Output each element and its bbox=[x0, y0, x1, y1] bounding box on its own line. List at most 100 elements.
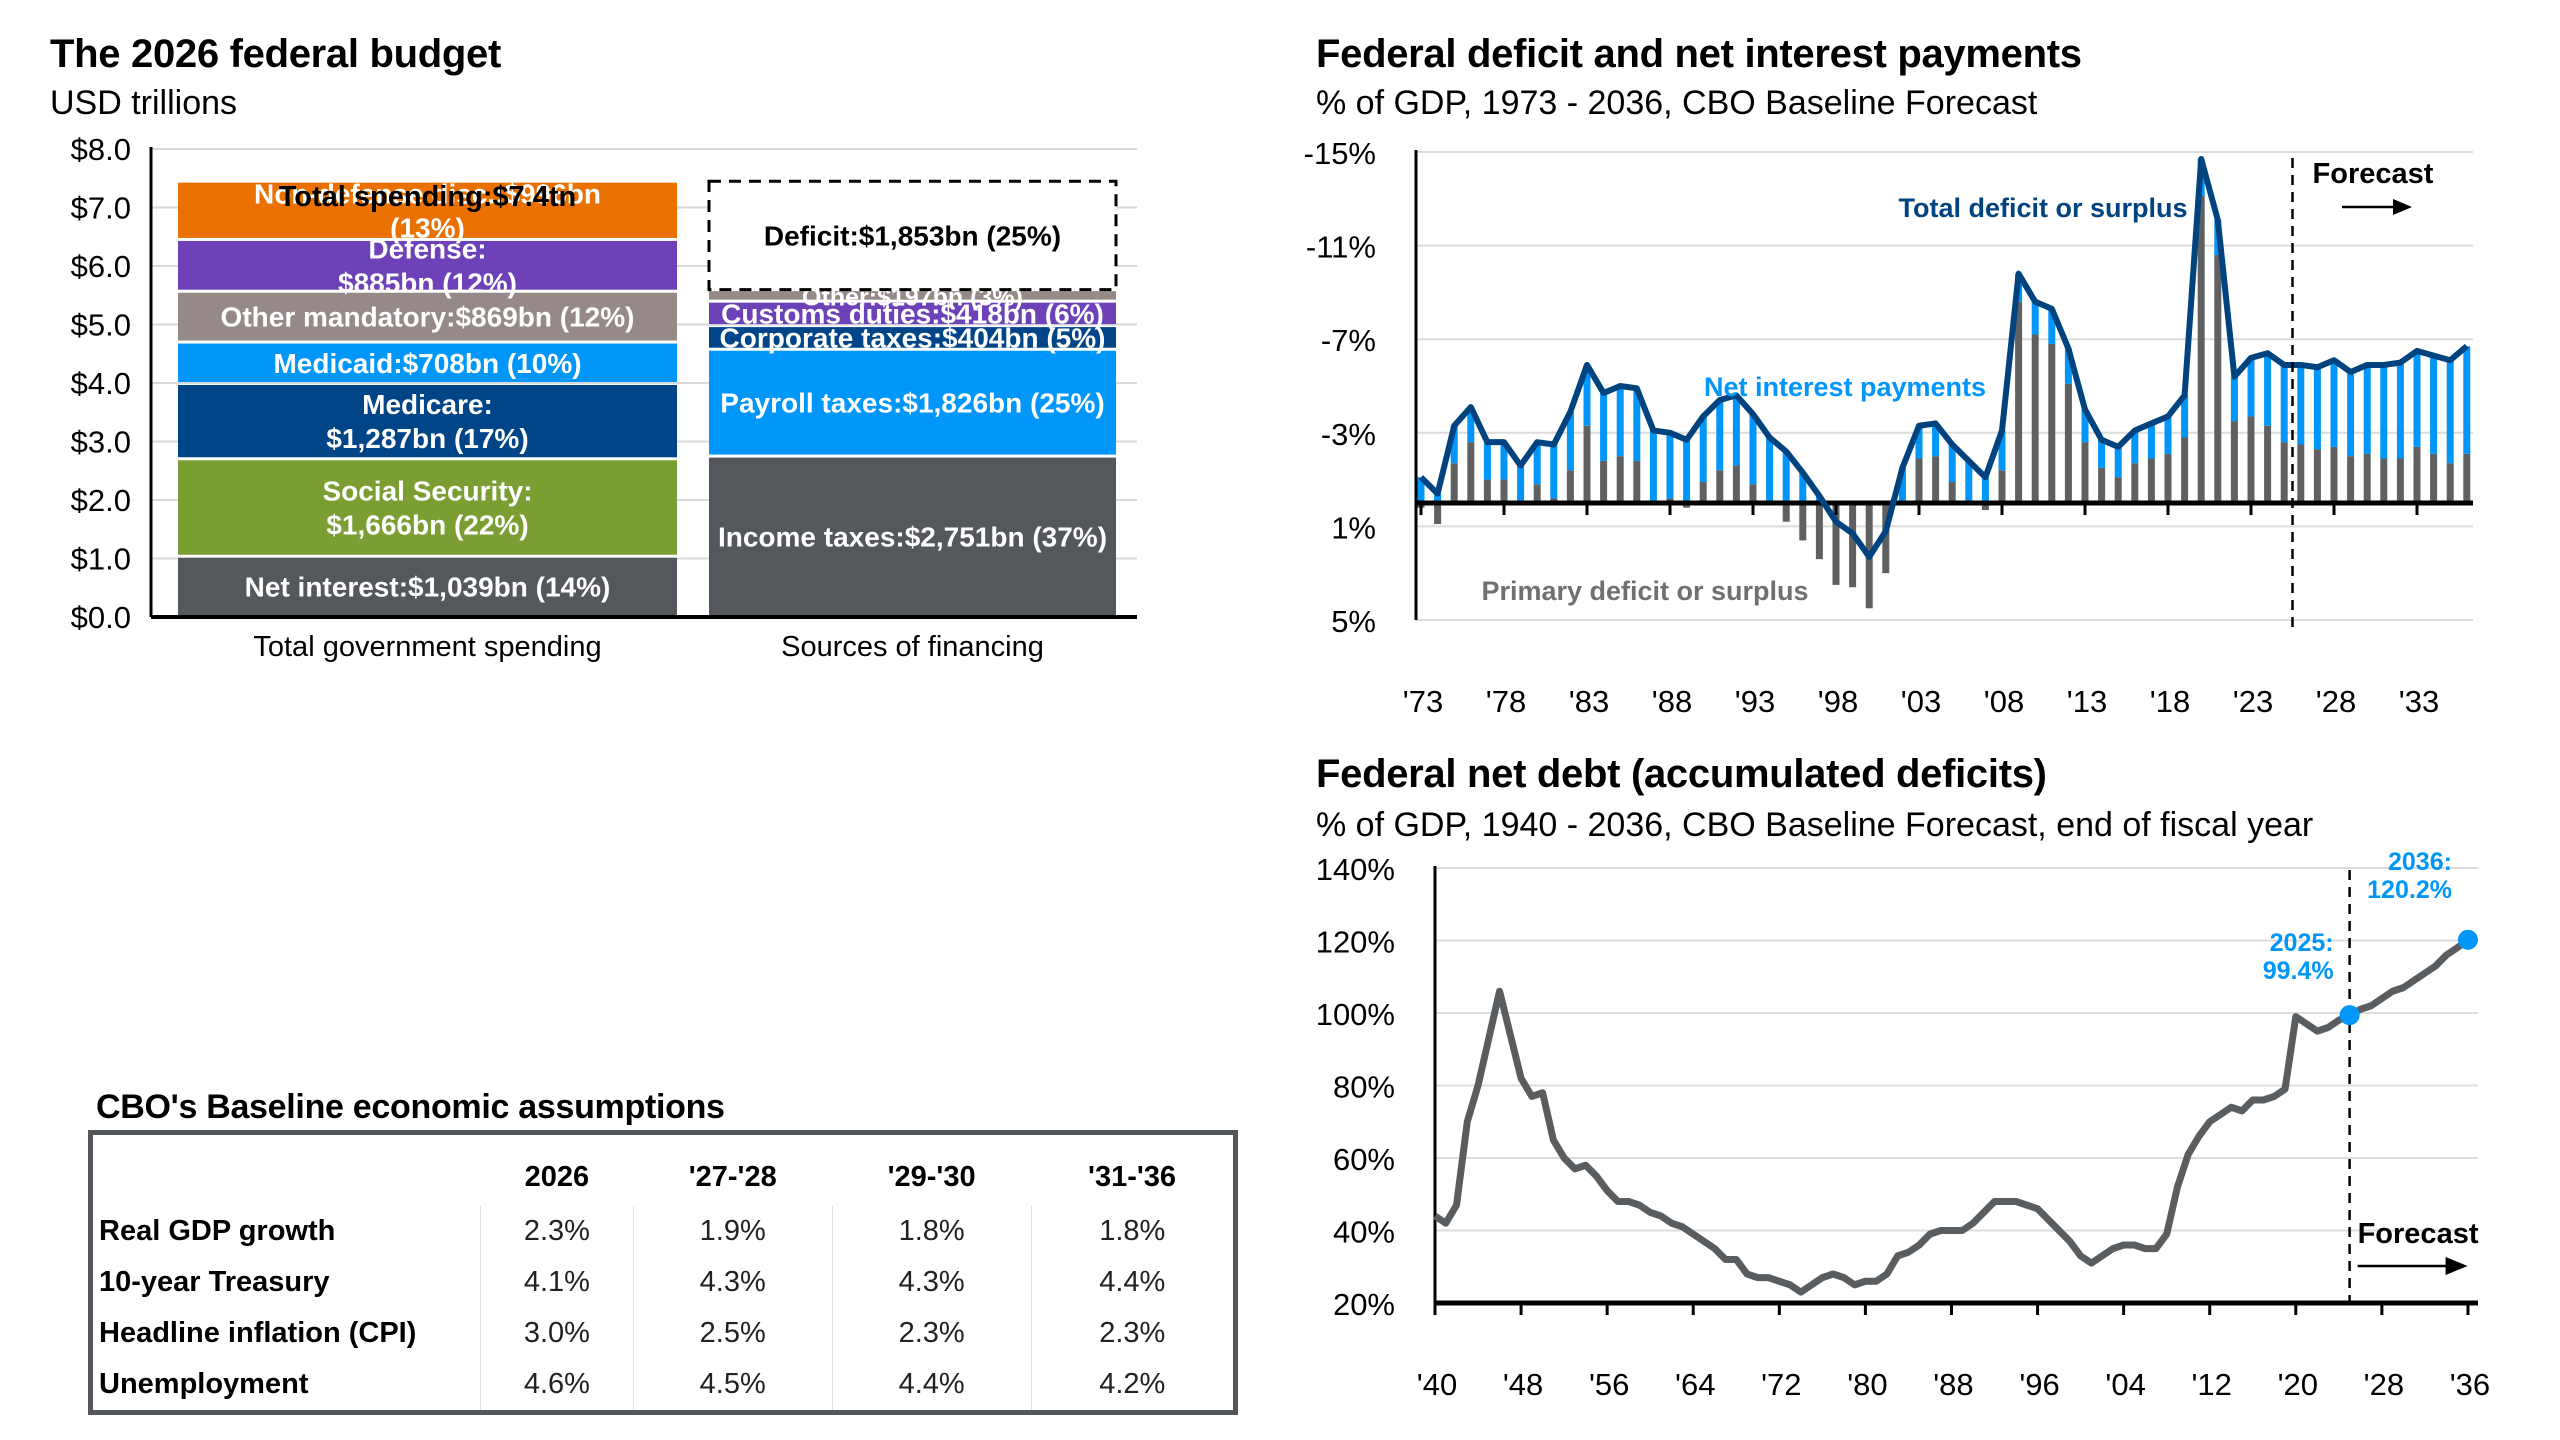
bar-segment-label: Deficit:$1,853bn (25%) bbox=[764, 220, 1061, 251]
interest-bar bbox=[1467, 407, 1475, 443]
cell-value: 4.5% bbox=[632, 1359, 833, 1413]
primary-bar bbox=[2313, 449, 2321, 503]
y-tick-label: -3% bbox=[1321, 417, 1376, 452]
column-header: '31-'36 bbox=[1088, 1160, 1177, 1193]
interest-bar bbox=[1566, 411, 1574, 471]
primary-bar bbox=[2064, 383, 2072, 503]
interest-bar bbox=[2297, 364, 2305, 445]
primary-bar bbox=[1434, 503, 1442, 525]
x-category-label: Total government spending bbox=[253, 631, 601, 663]
interest-bar bbox=[2064, 348, 2072, 384]
cell-value: 2.3% bbox=[1030, 1308, 1236, 1359]
primary-bar bbox=[2413, 446, 2421, 503]
interest-bar bbox=[2413, 350, 2421, 447]
interest-bar bbox=[2363, 364, 2371, 454]
interest-bar bbox=[2380, 364, 2388, 459]
y-tick-label: $6.0 bbox=[71, 249, 131, 284]
column-header: '29-'30 bbox=[887, 1160, 976, 1193]
bar-segment-label: Net interest:$1,039bn (14%) bbox=[245, 572, 611, 603]
table-row: 10-year Treasury 4.1% 4.3% 4.3% 4.4% bbox=[91, 1257, 1236, 1308]
primary-bar bbox=[1450, 463, 1458, 503]
primary-bar bbox=[1566, 470, 1574, 503]
row-label: 10-year Treasury bbox=[99, 1266, 330, 1298]
x-tick-label: '28 bbox=[2364, 1367, 2404, 1402]
cell-value: 4.3% bbox=[632, 1257, 833, 1308]
x-tick-label: '98 bbox=[1818, 684, 1858, 719]
forecast-arrow-icon bbox=[2393, 199, 2412, 215]
primary-bar bbox=[2131, 463, 2139, 503]
bar-segment-non_defense bbox=[178, 182, 677, 238]
y-tick-label: $3.0 bbox=[71, 425, 131, 460]
interest-bar bbox=[1550, 444, 1558, 499]
bar-segment-label: Payroll taxes:$1,826bn (25%) bbox=[720, 388, 1104, 419]
row-label: Headline inflation (CPI) bbox=[99, 1317, 417, 1349]
cell-value: 1.9% bbox=[632, 1206, 833, 1257]
cell-value: 2.3% bbox=[831, 1308, 1032, 1359]
primary-bar bbox=[1815, 503, 1823, 560]
debt-chart: 20% 40% 60% 80% 100% 120% 140% '40 '48 '56 '64 '72 '… bbox=[1316, 850, 2490, 1402]
bar-segment-income_taxes bbox=[709, 457, 1116, 616]
primary-bar bbox=[2363, 453, 2371, 503]
y-tick-label: 5% bbox=[1331, 604, 1376, 639]
row-label: Unemployment bbox=[99, 1368, 309, 1400]
forecast-label: Forecast bbox=[2313, 158, 2434, 190]
bar-segment-label: Non-defense disc.:$996bn bbox=[254, 178, 601, 209]
interest-bar bbox=[1749, 414, 1757, 485]
primary-bar bbox=[1915, 458, 1923, 503]
interest-bar bbox=[1517, 465, 1525, 503]
x-category-label: Sources of financing bbox=[781, 631, 1044, 663]
debt-chart-subtitle: % of GDP, 1940 - 2036, CBO Baseline Fore… bbox=[1316, 806, 2314, 844]
primary-bar bbox=[2181, 437, 2189, 503]
primary-bar bbox=[2297, 444, 2305, 503]
bar-segment-label: $885bn (12%) bbox=[338, 267, 517, 298]
interest-bar bbox=[1583, 364, 1591, 426]
bar-segment-label: Defense: bbox=[368, 233, 486, 264]
cell-value: 2.5% bbox=[632, 1308, 833, 1359]
bar-segment-customs_duties bbox=[709, 302, 1116, 325]
interest-bar bbox=[1533, 442, 1541, 485]
x-tick-label: '80 bbox=[1847, 1367, 1887, 1402]
cell-value: 4.2% bbox=[1030, 1359, 1236, 1413]
primary-bar bbox=[2247, 416, 2255, 503]
x-tick-label: '23 bbox=[2233, 684, 2273, 719]
cell-value: 4.1% bbox=[480, 1257, 634, 1308]
primary-bar bbox=[2380, 458, 2388, 503]
interest-bar bbox=[1483, 442, 1491, 480]
interest-bar bbox=[2247, 357, 2255, 417]
bar-segment-payroll_taxes bbox=[709, 350, 1116, 455]
primary-bar bbox=[1981, 503, 1989, 511]
interest-bar bbox=[2081, 409, 2089, 443]
annotation-label: 120.2% bbox=[2367, 876, 2452, 904]
interest-bar bbox=[1716, 400, 1724, 471]
primary-bar bbox=[2147, 458, 2155, 503]
x-tick-label: '40 bbox=[1417, 1367, 1457, 1402]
interest-bar bbox=[2048, 308, 2056, 344]
x-tick-label: '04 bbox=[2105, 1367, 2145, 1402]
annotation-label: 2025: bbox=[2270, 929, 2334, 957]
interest-bar bbox=[1434, 493, 1442, 503]
primary-bar bbox=[2164, 453, 2172, 503]
column-header: 2026 bbox=[524, 1160, 590, 1193]
primary-bar bbox=[1633, 460, 1641, 503]
interest-bar bbox=[1766, 437, 1774, 503]
forecast-arrow-icon bbox=[2445, 1257, 2468, 1275]
bar-segment-label: (13%) bbox=[390, 212, 465, 243]
primary-bar bbox=[2114, 477, 2122, 503]
interest-bar bbox=[1782, 451, 1790, 503]
interest-bar bbox=[2098, 439, 2106, 468]
x-tick-label: '88 bbox=[1933, 1367, 1973, 1402]
bar-segment-label: Medicaid:$708bn (10%) bbox=[273, 348, 581, 379]
bar-segment-label: Medicare: bbox=[362, 389, 493, 420]
assumptions-title: CBO's Baseline economic assumptions bbox=[96, 1088, 725, 1126]
bar-segment-corporate_taxes bbox=[709, 327, 1116, 348]
primary-bar bbox=[1998, 470, 2006, 503]
interest-bar bbox=[1600, 393, 1608, 461]
debt-chart-title: Federal net debt (accumulated deficits) bbox=[1316, 752, 2047, 796]
primary-bar bbox=[1600, 460, 1608, 503]
bar-segment-label: Other mandatory:$869bn (12%) bbox=[221, 302, 635, 333]
interest-bar bbox=[1915, 425, 1923, 459]
interest-bar bbox=[2463, 346, 2471, 454]
x-tick-label: '78 bbox=[1486, 684, 1526, 719]
x-tick-label: '72 bbox=[1761, 1367, 1801, 1402]
bar-segment-deficit bbox=[707, 179, 1118, 292]
